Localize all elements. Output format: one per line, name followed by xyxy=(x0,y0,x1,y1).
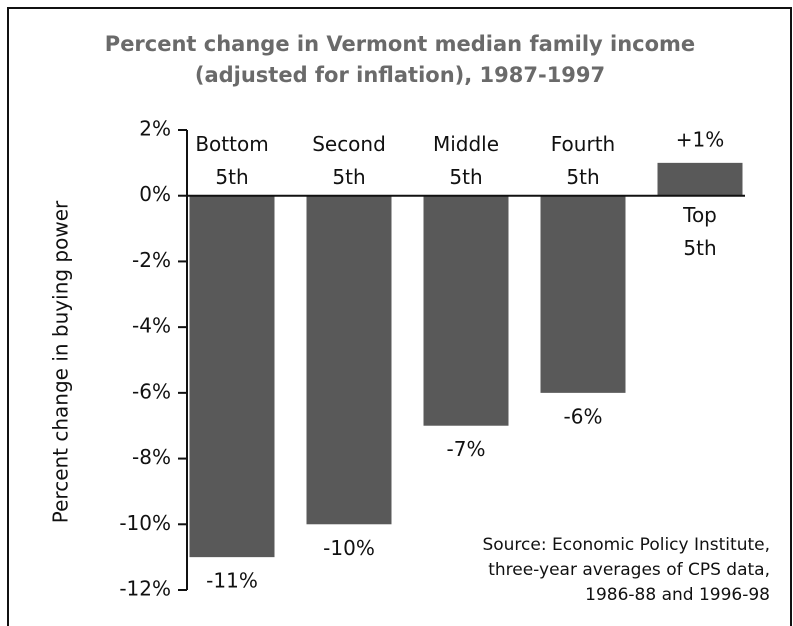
label-line: Top xyxy=(682,203,717,227)
y-tick-label: 2% xyxy=(139,117,171,141)
bar xyxy=(540,195,626,393)
x-tick-label: Second 5th xyxy=(312,132,386,189)
value-label: -7% xyxy=(447,437,486,461)
label-line: Middle xyxy=(433,132,499,156)
frame xyxy=(7,7,792,626)
bar xyxy=(306,195,392,525)
source-note: Source: Economic Policy Institute, xyxy=(482,535,770,555)
bar xyxy=(189,195,275,558)
label-line: 5th xyxy=(449,165,482,189)
label-line: Bottom xyxy=(195,132,268,156)
y-tick-label: -2% xyxy=(132,248,171,272)
label-line: 5th xyxy=(566,165,599,189)
bar xyxy=(657,162,743,196)
y-tick-label: -6% xyxy=(132,379,171,403)
value-label: +1% xyxy=(676,127,725,151)
x-tick-label: Middle 5th xyxy=(433,132,499,189)
chart-title: Percent change in Vermont median family … xyxy=(105,32,695,56)
value-label: -10% xyxy=(323,536,375,560)
y-tick-label: 0% xyxy=(139,182,171,206)
y-tick-label: -8% xyxy=(132,445,171,469)
x-tick-label: Fourth 5th xyxy=(551,132,615,189)
y-tick-label: -4% xyxy=(132,314,171,338)
label-line: 5th xyxy=(215,165,248,189)
source-note: three-year averages of CPS data, xyxy=(488,560,770,580)
source-note: 1986-88 and 1996-98 xyxy=(585,585,770,605)
label-line: 5th xyxy=(683,236,716,260)
y-tick-label: -12% xyxy=(119,577,171,601)
label-line: 5th xyxy=(332,165,365,189)
label-line: Fourth xyxy=(551,132,615,156)
value-label: -11% xyxy=(206,569,258,593)
value-label: -6% xyxy=(564,404,603,428)
x-tick-label: Top 5th xyxy=(682,203,717,260)
chart-title: (adjusted for inflation), 1987-1997 xyxy=(195,63,605,87)
y-axis-label: Percent change in buying power xyxy=(49,200,73,523)
bar xyxy=(423,195,509,426)
x-tick-label: Bottom 5th xyxy=(195,132,268,189)
y-tick-label: -10% xyxy=(119,511,171,535)
label-line: Second xyxy=(312,132,386,156)
